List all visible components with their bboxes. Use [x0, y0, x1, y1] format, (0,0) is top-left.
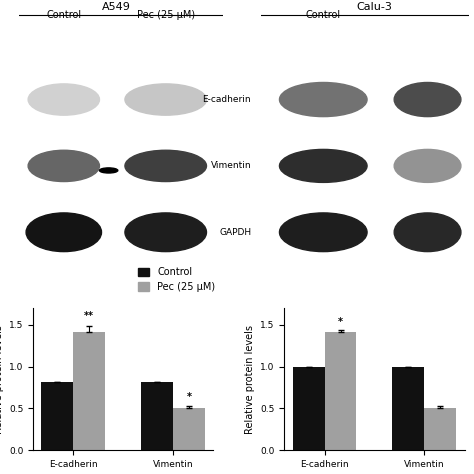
Bar — [141, 382, 173, 450]
Text: **: ** — [84, 311, 94, 321]
Bar — [325, 331, 356, 450]
Bar — [424, 409, 456, 450]
Bar — [73, 331, 105, 450]
Text: E-cadherin: E-cadherin — [202, 95, 251, 104]
Bar — [173, 409, 205, 450]
Ellipse shape — [394, 82, 461, 117]
Circle shape — [100, 168, 118, 173]
Ellipse shape — [28, 150, 100, 182]
Text: Control: Control — [306, 10, 341, 20]
Text: Calu-3: Calu-3 — [356, 2, 392, 12]
Ellipse shape — [28, 84, 100, 115]
Ellipse shape — [280, 213, 367, 252]
Ellipse shape — [280, 82, 367, 117]
Text: Vimentin: Vimentin — [210, 162, 251, 170]
Text: Control: Control — [46, 10, 82, 20]
Text: Pec (25 μM): Pec (25 μM) — [137, 10, 195, 20]
Bar — [41, 382, 73, 450]
Bar — [292, 367, 325, 450]
Y-axis label: Relative protein levels: Relative protein levels — [0, 325, 3, 434]
Text: GAPDH: GAPDH — [219, 228, 251, 237]
Ellipse shape — [394, 149, 461, 182]
Text: *: * — [338, 317, 343, 327]
Ellipse shape — [394, 213, 461, 252]
Bar — [392, 367, 424, 450]
Ellipse shape — [125, 150, 207, 182]
Text: *: * — [187, 392, 191, 402]
Text: A549: A549 — [102, 2, 130, 12]
Ellipse shape — [125, 84, 207, 115]
Ellipse shape — [125, 213, 207, 252]
Legend: Control, Pec (25 μM): Control, Pec (25 μM) — [137, 267, 215, 292]
Ellipse shape — [280, 149, 367, 182]
Ellipse shape — [26, 213, 101, 252]
Y-axis label: Relative protein levels: Relative protein levels — [245, 325, 255, 434]
